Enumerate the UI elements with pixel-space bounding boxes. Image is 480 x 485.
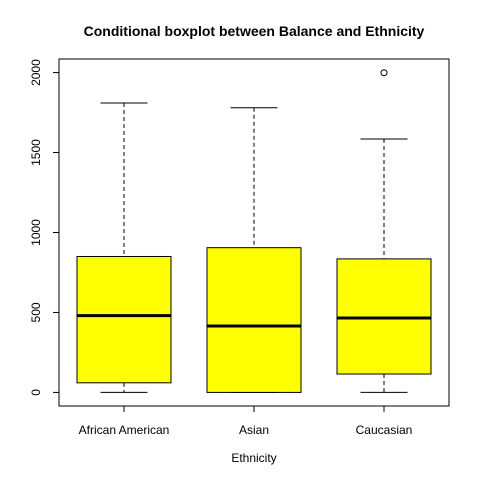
y-axis: 0 500 1000 1500 2000 [29, 59, 60, 396]
x-axis: African American Asian Caucasian [79, 406, 413, 437]
y-tick-label: 1500 [29, 139, 43, 166]
y-tick-label: 1000 [29, 219, 43, 246]
x-tick-label: African American [79, 423, 170, 437]
interquartile-box [76, 255, 172, 384]
box-asian [206, 107, 302, 393]
chart-title: Conditional boxplot between Balance and … [84, 23, 425, 39]
y-tick-label: 2000 [29, 59, 43, 86]
y-tick-label: 500 [29, 302, 43, 322]
x-axis-label: Ethnicity [231, 451, 276, 465]
y-tick-label: 0 [29, 389, 43, 396]
x-tick-label: Caucasian [356, 423, 413, 437]
interquartile-box [336, 258, 432, 375]
boxes-layer [76, 69, 432, 393]
outlier-point [380, 69, 388, 77]
interquartile-box [206, 247, 302, 393]
box-african-american [76, 102, 172, 393]
box-caucasian [336, 69, 432, 393]
x-tick-label: Asian [239, 423, 269, 437]
